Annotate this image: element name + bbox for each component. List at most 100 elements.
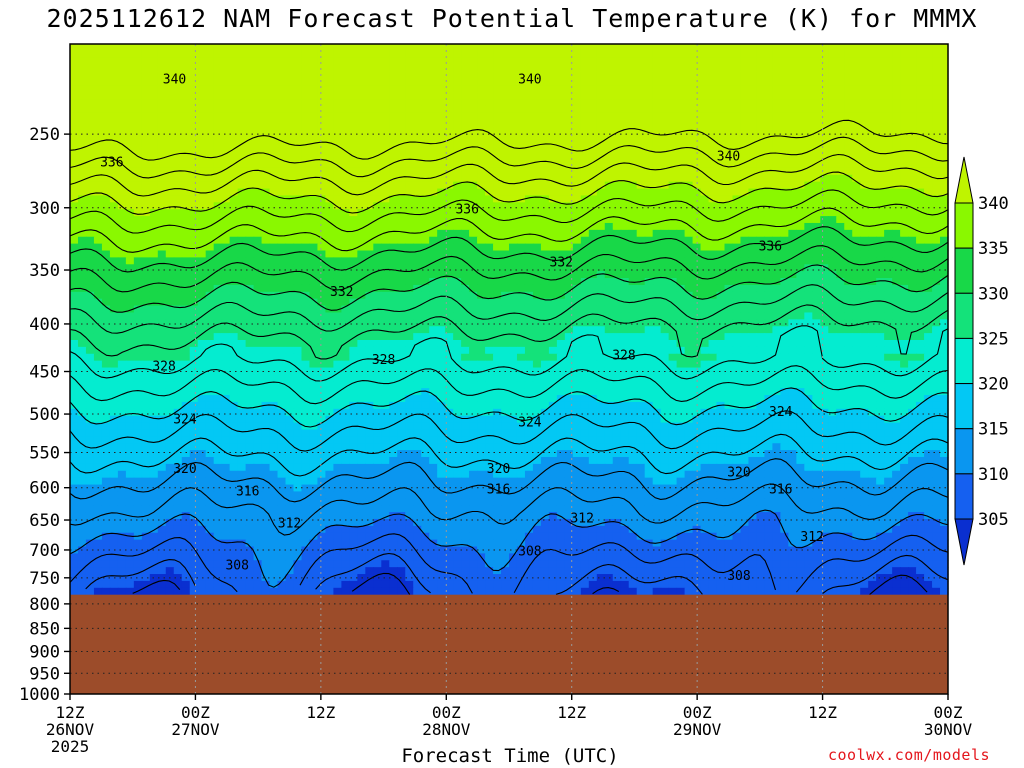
band-cell — [932, 278, 941, 286]
band-cell — [509, 50, 518, 59]
band-cell — [596, 229, 606, 238]
band-cell — [756, 140, 766, 148]
band-cell — [676, 195, 686, 203]
band-cell — [924, 154, 933, 162]
band-cell — [804, 154, 813, 162]
band-cell — [333, 326, 342, 334]
band-cell — [684, 71, 694, 80]
band-cell — [596, 243, 606, 252]
band-cell — [716, 57, 726, 66]
band-cell — [652, 167, 662, 176]
band-cell — [804, 99, 813, 107]
band-cell — [205, 140, 215, 148]
band-cell — [397, 271, 406, 279]
band-cell — [644, 264, 654, 272]
band-cell — [764, 99, 773, 107]
band-cell — [293, 57, 303, 66]
band-cell — [133, 174, 143, 183]
band-cell — [101, 216, 111, 224]
band-cell — [261, 140, 271, 148]
band-cell — [413, 188, 422, 197]
band-cell — [708, 319, 718, 327]
band-cell — [277, 340, 287, 348]
band-cell — [277, 202, 287, 210]
band-cell — [732, 346, 742, 355]
band-cell — [341, 312, 350, 320]
band-cell — [181, 319, 191, 327]
band-cell — [173, 250, 183, 258]
band-cell — [532, 236, 542, 245]
band-cell — [740, 278, 750, 286]
band-cell — [77, 71, 87, 80]
band-cell — [237, 298, 247, 307]
band-cell — [540, 64, 550, 73]
band-cell — [604, 216, 614, 224]
band-cell — [660, 167, 670, 176]
band-cell — [293, 284, 303, 293]
band-cell — [884, 181, 893, 190]
band-cell — [812, 105, 821, 114]
band-cell — [748, 167, 758, 176]
band-cell — [524, 92, 534, 100]
band-cell — [908, 236, 917, 245]
band-cell — [133, 126, 143, 135]
band-cell — [772, 50, 781, 59]
band-cell — [77, 312, 87, 320]
band-cell — [253, 284, 263, 293]
band-cell — [588, 271, 598, 279]
band-cell — [812, 133, 821, 141]
band-cell — [93, 264, 103, 272]
band-cell — [149, 319, 159, 327]
band-cell — [405, 284, 414, 293]
band-cell — [413, 44, 422, 52]
band-cell — [93, 250, 103, 258]
band-cell — [165, 257, 175, 265]
band-cell — [381, 222, 390, 231]
band-cell — [620, 188, 630, 197]
band-cell — [101, 119, 111, 128]
band-cell — [85, 119, 95, 128]
band-cell — [812, 298, 821, 307]
band-cell — [213, 92, 223, 100]
band-cell — [325, 92, 334, 100]
band-cell — [221, 229, 231, 238]
band-cell — [796, 181, 805, 190]
band-cell — [429, 346, 438, 355]
band-cell — [173, 229, 183, 238]
band-cell — [620, 278, 630, 286]
band-cell — [556, 181, 566, 190]
band-cell — [900, 50, 909, 59]
band-cell — [876, 119, 885, 128]
band-cell — [173, 167, 183, 176]
band-cell — [644, 298, 654, 307]
band-cell — [149, 346, 159, 355]
band-cell — [269, 209, 279, 217]
band-cell — [229, 333, 239, 341]
band-cell — [860, 229, 869, 238]
band-cell — [165, 64, 175, 73]
band-cell — [277, 353, 287, 362]
band-cell — [900, 305, 909, 314]
band-cell — [445, 64, 454, 73]
band-cell — [485, 71, 494, 80]
band-cell — [820, 257, 829, 265]
band-cell — [461, 202, 470, 210]
band-cell — [485, 188, 494, 197]
band-cell — [588, 174, 598, 183]
band-cell — [293, 298, 303, 307]
band-cell — [325, 346, 334, 355]
band-cell — [612, 278, 622, 286]
band-cell — [844, 340, 853, 348]
band-cell — [213, 202, 223, 210]
band-cell — [612, 112, 622, 121]
band-cell — [548, 209, 558, 217]
band-cell — [732, 92, 742, 100]
band-cell — [676, 202, 686, 210]
band-cell — [221, 346, 231, 355]
band-cell — [325, 50, 334, 59]
band-cell — [301, 181, 311, 190]
band-cell — [828, 278, 837, 286]
band-cell — [724, 236, 734, 245]
band-cell — [229, 119, 239, 128]
band-cell — [189, 147, 199, 155]
